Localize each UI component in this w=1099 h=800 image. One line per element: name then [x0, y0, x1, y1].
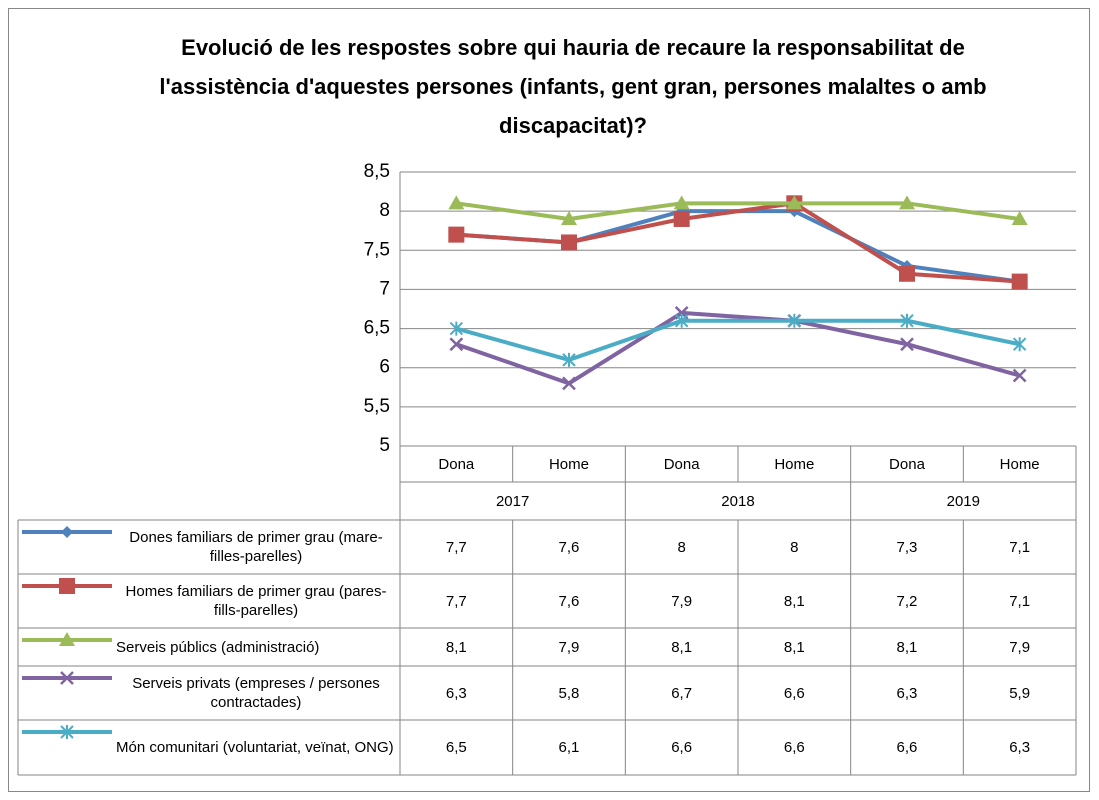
marker [561, 234, 577, 251]
marker [786, 195, 803, 210]
y-tick-label: 6,5 [364, 318, 390, 339]
data-table-value: 6,5 [445, 739, 467, 756]
data-table-value: 6,3 [896, 684, 918, 702]
series [448, 195, 1028, 225]
data-table-value: 6,6 [896, 739, 918, 756]
legend-label: Món comunitari (voluntariat, veïnat, ONG… [116, 739, 394, 756]
y-tick-label: 5 [379, 435, 390, 456]
marker [61, 526, 73, 538]
data-table-value: 6,6 [671, 739, 693, 756]
data-table-value: 7,9 [558, 638, 580, 656]
data-table-value: 6,7 [671, 684, 693, 702]
x-tick-label: Dona [438, 455, 475, 473]
marker [449, 337, 464, 352]
marker [448, 226, 465, 243]
data-table-value: 8,1 [783, 638, 805, 656]
marker [674, 313, 689, 328]
data-table-value: 5,9 [1009, 684, 1031, 702]
data-table-value: 7,9 [671, 592, 693, 610]
series [448, 195, 1028, 290]
data-table-value: 8 [677, 538, 686, 556]
marker [59, 578, 75, 594]
marker [449, 321, 464, 336]
x-group-label: 2019 [946, 492, 980, 510]
x-group-label: 2017 [495, 492, 530, 510]
data-table-value: 6,1 [558, 739, 580, 756]
y-tick-label: 6 [379, 357, 390, 378]
y-tick-label: 8 [379, 200, 390, 221]
data-table-value: 7,2 [896, 592, 918, 610]
data-table-value: 8,1 [445, 638, 467, 656]
x-group-label: 2018 [721, 492, 755, 510]
data-table-value: 5,8 [558, 684, 580, 702]
data-table-value: 7,9 [1009, 638, 1031, 656]
legend-label: Homes familiars de primer grau (pares-fi… [125, 583, 387, 619]
data-table-value: 7,7 [445, 538, 467, 556]
x-tick-label: Dona [663, 455, 700, 473]
marker [899, 195, 915, 210]
marker [1012, 337, 1027, 352]
data-table-value: 7,1 [1009, 592, 1031, 610]
marker [562, 376, 576, 391]
marker [899, 265, 915, 282]
x-tick-label: Dona [889, 455, 925, 473]
x-tick-label: Home [774, 455, 815, 473]
marker [900, 313, 914, 328]
chart-border [8, 8, 1090, 792]
series [449, 313, 1027, 367]
marker [562, 352, 576, 367]
data-table-value: 7,6 [558, 538, 580, 556]
marker [60, 725, 74, 739]
data-table-value: 7,3 [896, 538, 918, 556]
y-tick-label: 8,5 [364, 161, 390, 182]
data-table-value: 8 [790, 538, 799, 556]
marker [673, 210, 690, 227]
legend-label: Serveis privats (empreses / persones con… [132, 675, 380, 711]
y-tick-label: 7,5 [364, 239, 390, 260]
data-table-value: 8,1 [896, 638, 918, 656]
data-table-value: 7,7 [445, 592, 467, 610]
marker [561, 210, 577, 225]
data-table-value: 8,1 [783, 592, 805, 610]
data-table-value: 7,6 [558, 592, 580, 610]
series-line [456, 201, 1020, 221]
data-table-value: 6,3 [445, 684, 467, 702]
series-line [455, 318, 1021, 362]
marker [900, 337, 914, 352]
marker [448, 195, 465, 210]
marker [1011, 273, 1028, 290]
marker [60, 671, 74, 685]
x-tick-label: Home [548, 455, 589, 473]
marker [59, 632, 75, 646]
marker [787, 313, 802, 328]
legend-label: Serveis públics (administració) [116, 638, 320, 656]
series-line [456, 201, 1020, 284]
data-table-value: 6,6 [783, 684, 805, 702]
marker [673, 195, 690, 210]
chart-title: Evolució de les respostes sobre qui haur… [159, 35, 987, 138]
series-line [455, 310, 1021, 386]
data-table-value: 6,6 [783, 739, 805, 756]
y-tick-label: 5,5 [364, 396, 390, 417]
data-table-value: 8,1 [671, 638, 693, 656]
y-tick-label: 7 [379, 278, 390, 299]
x-tick-label: Home [999, 455, 1040, 473]
legend-label: Dones familiars de primer grau (mare-fil… [129, 529, 383, 565]
data-table-value: 6,3 [1009, 739, 1031, 756]
marker [1012, 368, 1027, 383]
data-table-value: 7,1 [1009, 538, 1031, 556]
marker [1011, 210, 1028, 225]
